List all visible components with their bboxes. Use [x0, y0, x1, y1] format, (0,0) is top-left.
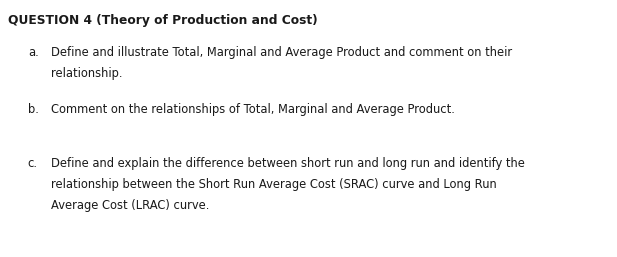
Text: Define and illustrate Total, Marginal and Average Product and comment on their: Define and illustrate Total, Marginal an… — [51, 46, 511, 59]
Text: c.: c. — [28, 157, 38, 170]
Text: a.: a. — [28, 46, 38, 59]
Text: relationship.: relationship. — [51, 67, 122, 80]
Text: Comment on the relationships of Total, Marginal and Average Product.: Comment on the relationships of Total, M… — [51, 103, 455, 116]
Text: relationship between the Short Run Average Cost (SRAC) curve and Long Run: relationship between the Short Run Avera… — [51, 178, 496, 191]
Text: Average Cost (LRAC) curve.: Average Cost (LRAC) curve. — [51, 199, 209, 212]
Text: b.: b. — [28, 103, 39, 116]
Text: Define and explain the difference between short run and long run and identify th: Define and explain the difference betwee… — [51, 157, 524, 170]
Text: QUESTION 4 (Theory of Production and Cost): QUESTION 4 (Theory of Production and Cos… — [8, 14, 318, 27]
